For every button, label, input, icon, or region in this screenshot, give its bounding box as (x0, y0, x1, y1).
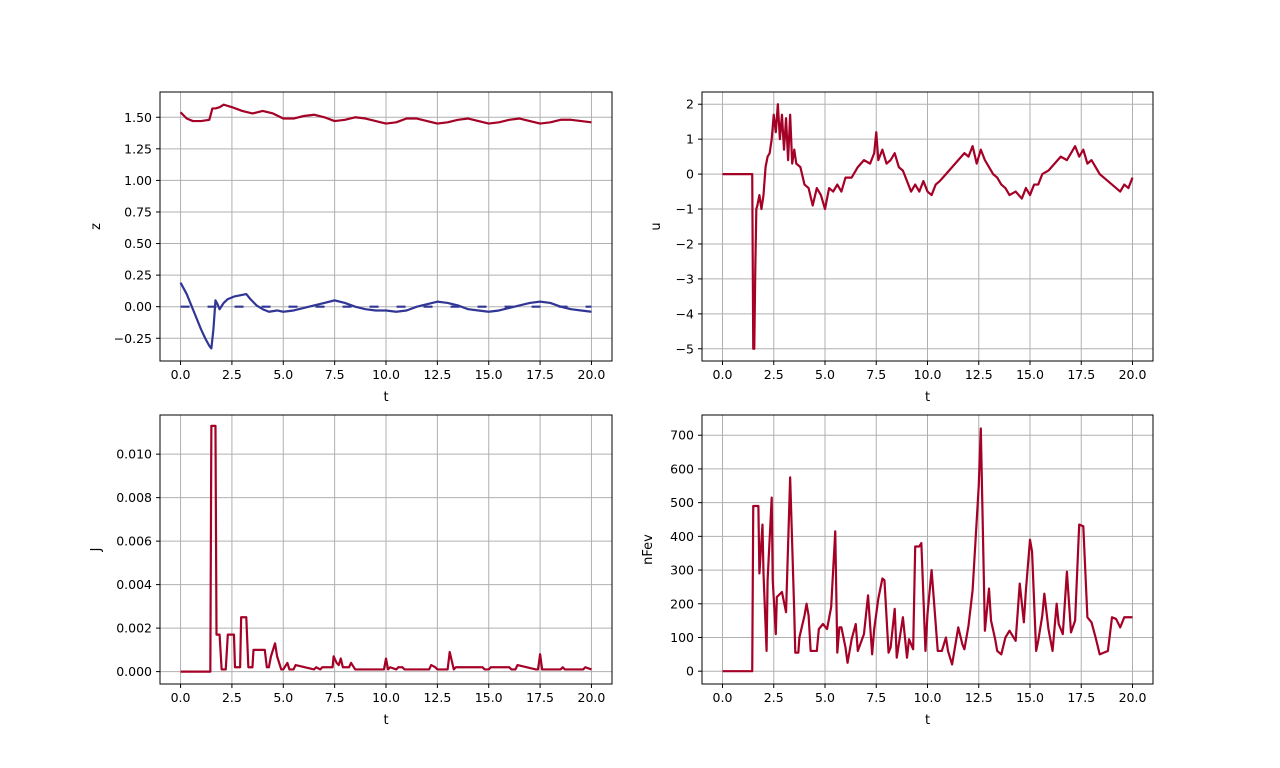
ytick-label-z-2: 0.25 (124, 268, 152, 283)
xtick-label-nFev-6: 15.0 (1016, 690, 1044, 705)
ytick-label-nFev-3: 300 (670, 563, 694, 578)
xtick-label-nFev-8: 20.0 (1119, 690, 1147, 705)
ylabel-J: J (89, 548, 104, 553)
ytick-label-nFev-2: 200 (670, 596, 694, 611)
xlabel-z: t (383, 390, 388, 405)
xtick-label-nFev-7: 17.5 (1067, 690, 1095, 705)
xtick-label-u-2: 5.0 (815, 367, 835, 382)
ytick-label-nFev-7: 700 (670, 428, 694, 443)
xtick-label-u-5: 12.5 (965, 367, 993, 382)
xtick-label-z-0: 0.0 (171, 367, 191, 382)
ytick-label-z-4: 0.75 (124, 204, 152, 219)
xtick-label-u-1: 2.5 (764, 367, 784, 382)
xlabel-nFev: t (925, 713, 930, 728)
ytick-label-u-3: −2 (676, 236, 694, 251)
xtick-label-J-2: 5.0 (273, 690, 293, 705)
ytick-label-J-2: 0.004 (116, 577, 152, 592)
ytick-label-z-0: −0.25 (114, 331, 152, 346)
ytick-label-u-6: 1 (686, 132, 694, 147)
xtick-label-z-2: 5.0 (273, 367, 293, 382)
xtick-label-u-0: 0.0 (713, 367, 733, 382)
xtick-label-z-5: 12.5 (423, 367, 451, 382)
xtick-label-J-0: 0.0 (171, 690, 191, 705)
ytick-label-z-6: 1.25 (124, 141, 152, 156)
ylabel-z: z (89, 223, 104, 230)
xtick-label-u-7: 17.5 (1067, 367, 1095, 382)
xtick-label-nFev-0: 0.0 (713, 690, 733, 705)
xtick-label-u-3: 7.5 (866, 367, 886, 382)
xtick-label-J-6: 15.0 (475, 690, 503, 705)
ytick-label-J-0: 0.000 (116, 664, 152, 679)
ytick-label-u-0: −5 (676, 341, 694, 356)
ytick-label-nFev-4: 400 (670, 529, 694, 544)
ytick-label-nFev-0: 0 (686, 664, 694, 679)
xtick-label-z-3: 7.5 (325, 367, 345, 382)
subplot-u: t u 0.0 2.5 5.0 7.5 10.0 12.5 15.0 17.5 20.0 −5 −4… (649, 91, 1154, 405)
ytick-label-J-5: 0.010 (116, 447, 152, 462)
subplot-z: t z 0.0 2.5 5.0 7.5 10.0 12.5 15.0 17.5 20.0 −0.2… (89, 91, 613, 405)
ytick-label-nFev-5: 500 (670, 495, 694, 510)
xtick-label-J-8: 20.0 (578, 690, 606, 705)
xtick-label-nFev-1: 2.5 (764, 690, 784, 705)
series-line-u-0 (722, 103, 1134, 350)
series-line-z-1 (179, 282, 592, 350)
xtick-label-nFev-4: 10.0 (914, 690, 942, 705)
xtick-label-z-7: 17.5 (526, 367, 554, 382)
ytick-label-u-4: −1 (676, 202, 694, 217)
series-line-z-0 (179, 103, 592, 125)
xtick-label-u-4: 10.0 (914, 367, 942, 382)
ytick-label-u-5: 0 (686, 167, 694, 182)
ylabel-u: u (649, 222, 664, 230)
ytick-label-J-1: 0.002 (116, 621, 152, 636)
ytick-label-nFev-1: 100 (670, 630, 694, 645)
ylabel-nFev: nFev (641, 534, 656, 565)
xtick-label-u-6: 15.0 (1016, 367, 1044, 382)
series-line-nFev-0 (722, 427, 1133, 673)
xtick-label-nFev-5: 12.5 (965, 690, 993, 705)
xtick-label-u-8: 20.0 (1119, 367, 1147, 382)
xtick-label-nFev-3: 7.5 (866, 690, 886, 705)
ytick-label-z-7: 1.50 (124, 110, 152, 125)
xtick-label-z-1: 2.5 (222, 367, 242, 382)
xtick-label-J-4: 10.0 (372, 690, 400, 705)
ytick-label-z-1: 0.00 (124, 299, 152, 314)
xlabel-J: t (383, 713, 388, 728)
ytick-label-nFev-6: 600 (670, 461, 694, 476)
ytick-label-u-2: −3 (676, 271, 694, 286)
series-line-J-0 (180, 424, 592, 673)
xtick-label-J-3: 7.5 (325, 690, 345, 705)
ytick-label-J-4: 0.008 (116, 490, 152, 505)
xtick-label-J-5: 12.5 (423, 690, 451, 705)
ytick-label-u-1: −4 (676, 306, 694, 321)
xtick-label-J-1: 2.5 (222, 690, 242, 705)
ytick-label-z-3: 0.50 (124, 236, 152, 251)
ytick-label-z-5: 1.00 (124, 173, 152, 188)
xtick-label-J-7: 17.5 (526, 690, 554, 705)
xlabel-u: t (925, 390, 930, 405)
ytick-label-J-3: 0.006 (116, 534, 152, 549)
ytick-label-u-7: 2 (686, 97, 694, 112)
xtick-label-nFev-2: 5.0 (815, 690, 835, 705)
xtick-label-z-8: 20.0 (578, 367, 606, 382)
xtick-label-z-6: 15.0 (475, 367, 503, 382)
subplot-J: t J 0.0 2.5 5.0 7.5 10.0 12.5 15.0 17.5 20.0 0.00… (89, 414, 613, 728)
xtick-label-z-4: 10.0 (372, 367, 400, 382)
subplot-nFev: t nFev 0.0 2.5 5.0 7.5 10.0 12.5 15.0 17.5 20.0 0… (641, 414, 1154, 728)
